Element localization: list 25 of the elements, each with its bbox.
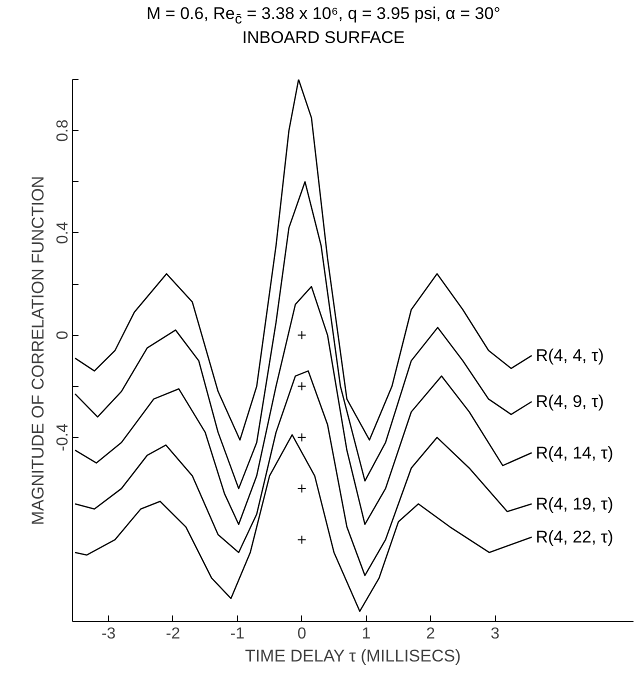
- series-label: R(4, 22, τ): [536, 528, 614, 547]
- chart-title: M = 0.6, Re$_{c̄}$ = 3.38 x 10⁶, q = 3.95 psi, α = 30°: [146, 4, 500, 28]
- chart-subtitle: INBOARD SURFACE: [241, 28, 406, 49]
- y-axis-title: MAGNITUDE OF CORRELATION FUNCTION: [28, 176, 48, 526]
- x-tick-label: -3: [101, 626, 116, 642]
- x-tick-label: 2: [426, 626, 436, 642]
- x-tick-label: 3: [490, 626, 500, 642]
- series-label: R(4, 19, τ): [536, 494, 614, 514]
- series-label: R(4, 9, τ): [536, 392, 604, 412]
- point: [297, 432, 306, 442]
- y-tick-label: -0.4: [54, 424, 72, 452]
- point: [297, 484, 306, 494]
- series-label: R(4, 4, τ): [536, 346, 604, 366]
- point: [297, 330, 306, 340]
- x-axis-title: TIME DELAY τ (MILLISECS): [244, 646, 461, 666]
- x-tick-label: 1: [362, 626, 371, 642]
- series-label: R(4, 14, τ): [536, 443, 614, 462]
- y-tick-label: 0.4: [54, 222, 72, 244]
- point: [297, 382, 306, 391]
- point: [297, 535, 306, 544]
- x-tick-label: -2: [166, 626, 180, 642]
- y-tick-label: 0.8: [54, 119, 72, 142]
- x-tick-label: -1: [230, 626, 245, 642]
- y-tick-label: 0: [54, 330, 72, 340]
- x-tick-label: 0: [297, 626, 306, 642]
